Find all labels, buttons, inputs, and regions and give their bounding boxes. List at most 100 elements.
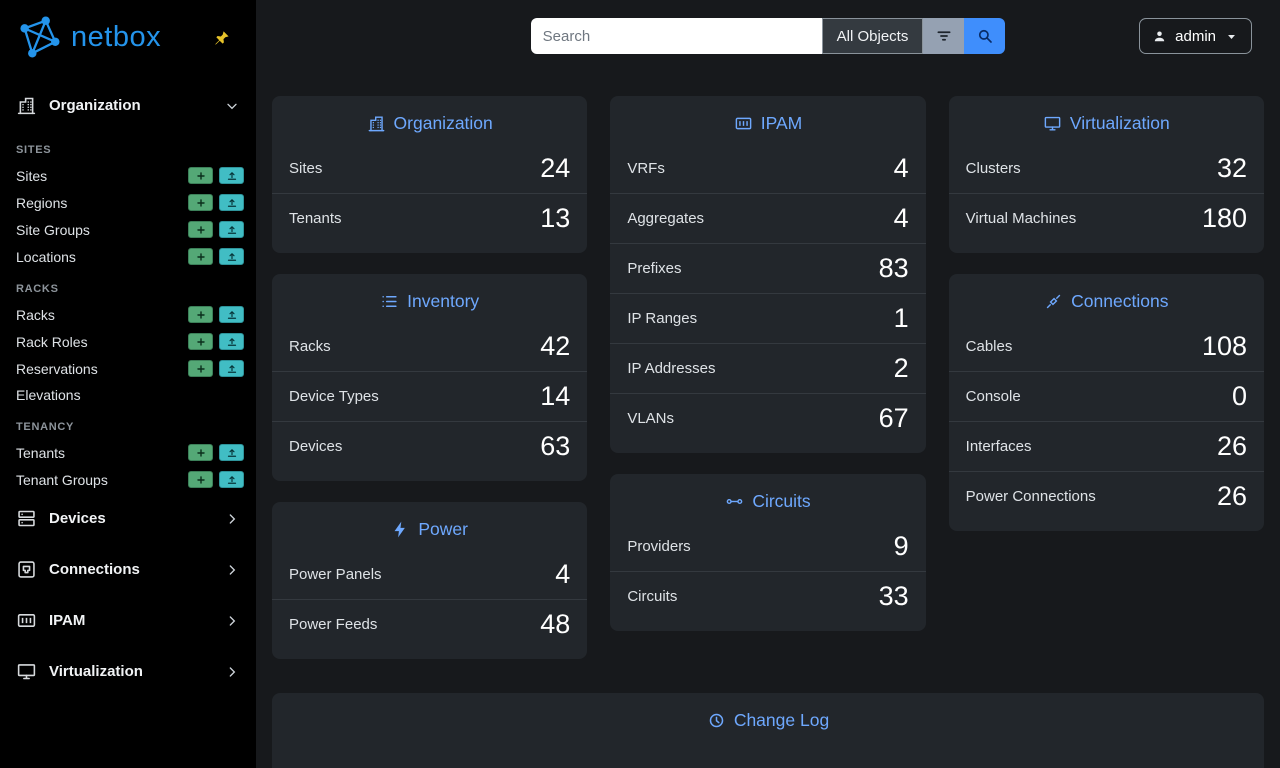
sidebar-link[interactable]: Tenants [16,444,66,461]
sidebar-link[interactable]: Tenant Groups [16,471,108,488]
stat-row: Power Panels 4 [272,550,587,599]
card-title: Connections [949,274,1264,322]
stat-label[interactable]: Device Types [289,388,379,405]
stat-value: 26 [1216,481,1247,511]
stat-label[interactable]: Prefixes [627,260,682,277]
circuit-icon [725,492,744,511]
stat-label[interactable]: IP Addresses [627,360,716,377]
import-button[interactable] [219,360,244,377]
card-title: Inventory [272,274,587,322]
stat-label[interactable]: Power Connections [965,488,1096,505]
search-input[interactable] [530,18,822,54]
topbar: All Objects [256,0,1280,72]
stat-label[interactable]: VLANs [627,410,675,427]
add-button[interactable] [188,333,213,350]
stat-row: IP Addresses 2 [610,343,926,393]
stat-label[interactable]: Circuits [627,588,678,605]
stat-label[interactable]: IP Ranges [627,310,698,327]
import-button[interactable] [219,444,244,461]
organization-card: Organization Sites 24 Tenants 13 [272,96,588,253]
stat-row: Tenants 13 [272,193,588,243]
stat-row: Power Feeds 48 [272,599,588,649]
sidebar-group-connections[interactable]: Connections [0,544,256,595]
stat-label[interactable]: Console [965,388,1021,405]
card-title-text: Connections [1071,291,1169,311]
filter-button[interactable] [923,18,965,54]
add-button[interactable] [188,248,213,265]
sidebar-link[interactable]: Racks [16,306,55,323]
stat-row: Circuits 33 [610,571,926,621]
pin-sidebar-icon[interactable] [213,30,230,47]
monitor-icon [1043,114,1062,133]
stat-value: 67 [878,403,909,433]
user-menu-button[interactable]: admin [1139,18,1252,54]
sidebar-link[interactable]: Sites [16,167,48,184]
stats-column: Organization Sites 24 Tenants 13 Inventory Rac… [272,96,588,659]
search-group: All Objects [530,18,1006,54]
stat-value: 2 [893,353,909,383]
stat-label[interactable]: Aggregates [627,210,705,227]
sidebar-group-virtualization[interactable]: Virtualization [0,646,256,697]
netbox-logo-icon [20,16,60,58]
import-button[interactable] [219,471,244,488]
sidebar-link[interactable]: Elevations [16,387,81,403]
stat-row: Providers 9 [610,522,925,571]
stat-label[interactable]: Sites [289,160,323,177]
stat-label[interactable]: Interfaces [965,438,1032,455]
sidebar-group-devices[interactable]: Devices [0,493,256,544]
sidebar-link[interactable]: Reservations [16,360,98,377]
add-button[interactable] [188,306,213,323]
import-button[interactable] [219,333,244,350]
import-button[interactable] [219,167,244,184]
stat-row: Racks 42 [272,322,587,371]
stat-row: Aggregates 4 [610,193,926,243]
stat-label[interactable]: Providers [627,538,691,555]
stat-label[interactable]: Clusters [965,160,1021,177]
stat-label[interactable]: Tenants [289,210,342,227]
plus-icon [195,251,207,263]
sidebar-link[interactable]: Rack Roles [16,333,88,350]
object-type-select[interactable]: All Objects [821,18,924,54]
import-button[interactable] [219,221,244,238]
stat-row: Cables 108 [949,322,1264,371]
add-button[interactable] [188,221,213,238]
add-button[interactable] [188,167,213,184]
search-button[interactable] [964,18,1006,54]
card-title: Virtualization [949,96,1264,144]
stat-value: 180 [1201,203,1247,233]
quick-buttons [188,248,244,265]
import-button[interactable] [219,248,244,265]
stats-grid: Organization Sites 24 Tenants 13 Inventory Rac… [272,96,1264,659]
list-icon [380,292,399,311]
plus-icon [195,363,207,375]
upload-icon [226,224,238,236]
netbox-logo[interactable]: netbox [16,14,161,60]
sidebar-group-organization[interactable]: Organization [0,80,256,131]
stat-label[interactable]: Power Feeds [289,616,378,633]
add-button[interactable] [188,444,213,461]
upload-icon [226,336,238,348]
add-button[interactable] [188,194,213,211]
add-button[interactable] [188,360,213,377]
quick-buttons [188,194,244,211]
stat-label[interactable]: Cables [965,338,1013,355]
stat-label[interactable]: VRFs [627,160,665,177]
stat-value: 13 [540,203,571,233]
sidebar-group-ipam[interactable]: IPAM [0,595,256,646]
monitor-icon [16,661,37,682]
sidebar-link[interactable]: Regions [16,194,68,211]
stat-label[interactable]: Power Panels [289,566,382,583]
import-button[interactable] [219,194,244,211]
stat-label[interactable]: Virtual Machines [965,210,1077,227]
plus-icon [195,170,207,182]
chevron-down-icon [224,98,240,114]
upload-icon [226,363,238,375]
stat-label[interactable]: Racks [289,338,331,355]
add-button[interactable] [188,471,213,488]
sidebar-link[interactable]: Locations [16,248,76,265]
import-button[interactable] [219,306,244,323]
stat-row: Interfaces 26 [948,421,1264,471]
sidebar-link[interactable]: Site Groups [16,221,90,238]
card-title: Circuits [610,474,925,522]
stat-label[interactable]: Devices [289,438,343,455]
